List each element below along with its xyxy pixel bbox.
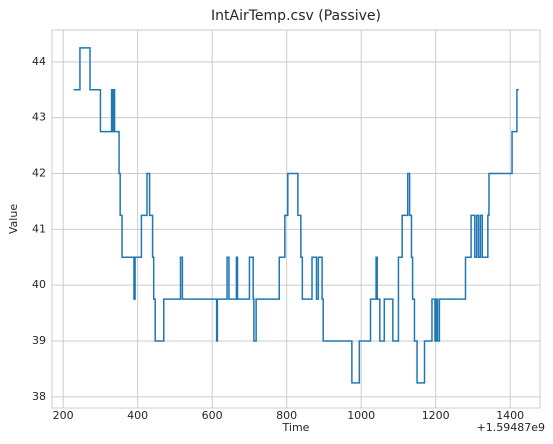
x-axis-label: Time [282, 421, 310, 434]
y-tick-label: 43 [32, 111, 46, 124]
y-tick-label: 39 [32, 334, 46, 347]
y-axis-label: Value [7, 204, 20, 234]
x-tick-label: 1400 [496, 409, 524, 422]
x-tick-label: 800 [276, 409, 297, 422]
y-tick-label: 40 [32, 278, 46, 291]
x-tick-label: 200 [53, 409, 74, 422]
x-tick-label: 600 [202, 409, 223, 422]
y-tick-label: 44 [32, 55, 46, 68]
x-tick-label: 1000 [347, 409, 375, 422]
y-tick-label: 41 [32, 222, 46, 235]
x-tick-label: 400 [127, 409, 148, 422]
y-tick-label: 38 [32, 390, 46, 403]
x-offset-label: +1.59487e9 [477, 421, 545, 434]
chart-title: IntAirTemp.csv (Passive) [211, 8, 381, 24]
plot-frame [51, 29, 541, 409]
x-tick-label: 1200 [422, 409, 450, 422]
y-tick-label: 42 [32, 166, 46, 179]
data-line [73, 47, 519, 384]
